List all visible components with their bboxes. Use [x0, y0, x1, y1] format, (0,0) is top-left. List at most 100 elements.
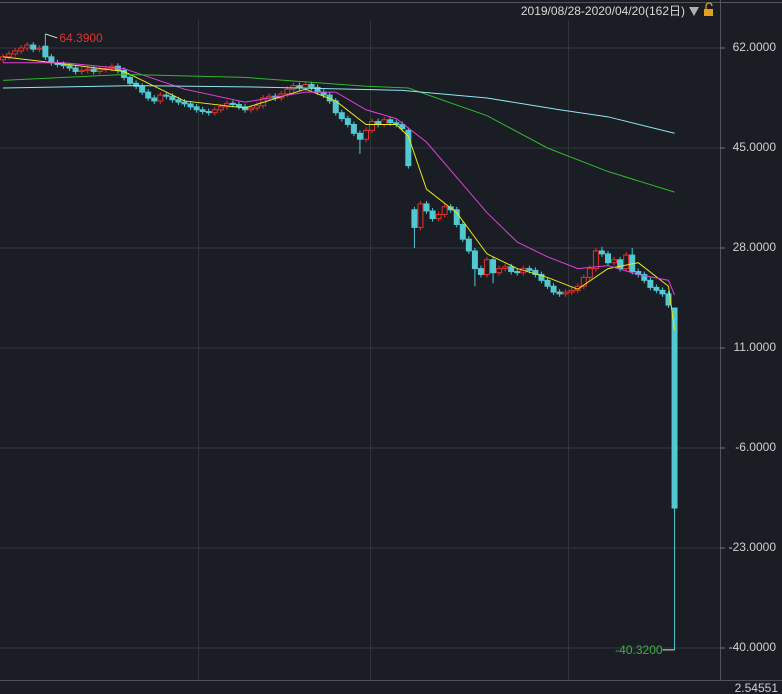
candle-body	[435, 213, 442, 220]
candle-body	[411, 209, 418, 228]
candle-body	[417, 203, 424, 228]
lock-icon[interactable]	[704, 9, 713, 16]
max-label: 64.3900	[59, 31, 103, 45]
candle-body	[592, 250, 599, 270]
candle-body	[181, 101, 188, 105]
y-tick-label: 45.0000	[733, 140, 777, 154]
dropdown-icon[interactable]	[689, 7, 699, 16]
candle-body	[363, 129, 369, 140]
candle-body	[423, 203, 430, 212]
candle-body	[459, 223, 466, 240]
candle-body	[659, 289, 666, 295]
ma-line	[2, 85, 675, 134]
candle-body	[187, 103, 194, 108]
candle-body	[169, 95, 176, 101]
candle-body	[477, 268, 484, 275]
candle-body	[580, 276, 587, 287]
candle-body	[66, 65, 73, 69]
candle-body	[514, 271, 521, 274]
candle-body	[544, 279, 551, 287]
candle-body	[12, 50, 19, 55]
candle-body	[157, 94, 164, 102]
candle-body	[72, 67, 79, 73]
candle-body	[84, 68, 91, 71]
candle-body	[350, 123, 357, 134]
y-tick-label: 62.0000	[733, 40, 777, 54]
max-leader	[45, 33, 58, 39]
candle-body	[6, 53, 13, 58]
lock-shackle	[705, 2, 713, 9]
candle-body	[502, 266, 509, 270]
candle-body	[623, 254, 630, 270]
candle-body	[163, 94, 170, 97]
candle-body	[199, 109, 206, 113]
candle-body	[605, 253, 611, 264]
candle-body	[284, 88, 291, 95]
candle-body	[175, 99, 182, 103]
candle-body	[139, 85, 146, 93]
candle-body	[562, 291, 569, 295]
candle-body	[484, 259, 490, 275]
candle-body	[217, 106, 224, 111]
y-tick-label: -6.0000	[735, 440, 776, 454]
candle-body	[78, 69, 85, 73]
candle-body	[308, 83, 315, 88]
candle-body	[96, 69, 103, 73]
candle-body	[30, 44, 37, 50]
candle-body	[586, 268, 593, 278]
candle-body	[145, 91, 152, 99]
candle-body	[235, 103, 242, 108]
candle-body	[611, 259, 618, 264]
candle-body	[302, 83, 309, 89]
candle-body	[369, 121, 376, 131]
candle-body	[60, 63, 67, 67]
candle-body	[133, 82, 140, 87]
candle-body	[429, 210, 436, 220]
candle-body	[248, 107, 255, 111]
candle-body	[42, 45, 49, 58]
candle-body	[211, 109, 218, 114]
candle-body	[356, 132, 363, 140]
candle-body	[254, 105, 261, 109]
candle-body	[399, 123, 406, 130]
y-tick-label: 28.0000	[733, 240, 777, 254]
candle-body	[223, 102, 230, 108]
candle-body	[344, 118, 351, 125]
candle-body	[127, 76, 134, 84]
candle-body	[490, 259, 497, 274]
indicator-value: 2.54551	[735, 681, 779, 694]
candle-body	[556, 291, 563, 295]
candle-body	[229, 102, 236, 105]
y-tick-label: -23.0000	[729, 540, 777, 554]
candle-body	[647, 279, 654, 288]
candle-body	[550, 285, 557, 293]
candle-body	[671, 307, 678, 509]
candle-body	[508, 266, 515, 273]
candle-body	[205, 111, 212, 114]
y-tick-label: 11.0000	[734, 340, 777, 354]
candle-body	[121, 69, 127, 78]
candle-body	[405, 129, 412, 167]
min-label: -40.3200	[615, 643, 663, 657]
candle-body	[387, 119, 394, 124]
candle-body	[381, 119, 388, 125]
candle-body	[538, 273, 545, 281]
ma-line	[2, 56, 676, 331]
candle-body	[617, 259, 624, 270]
candle-body	[441, 206, 448, 215]
date-range: 2019/08/28-2020/04/20(162日)	[521, 4, 685, 18]
candle-body	[90, 68, 97, 73]
candle-body	[193, 106, 200, 111]
candle-body	[532, 269, 539, 275]
candle-body	[471, 250, 478, 270]
candle-body	[338, 112, 345, 120]
candle-body	[465, 238, 472, 252]
candle-body	[36, 47, 43, 50]
candle-body	[496, 268, 503, 274]
candle-body	[24, 44, 31, 49]
candle-body	[18, 47, 25, 52]
candle-body	[598, 250, 605, 255]
